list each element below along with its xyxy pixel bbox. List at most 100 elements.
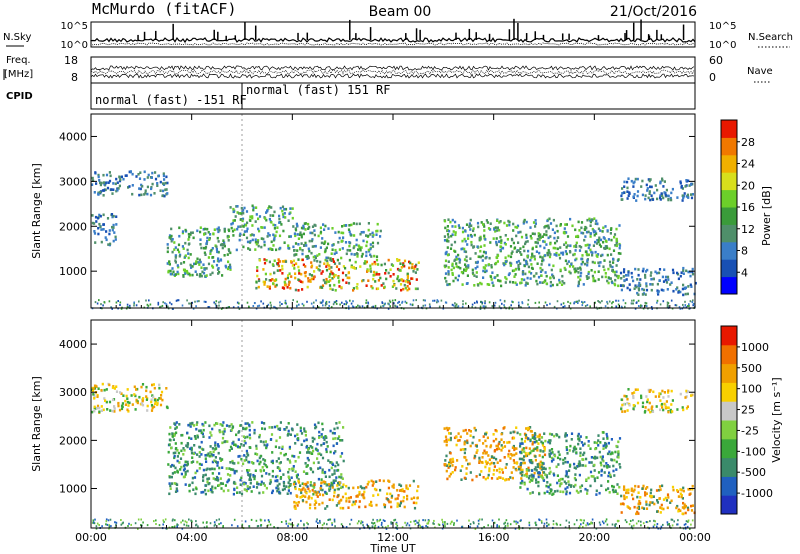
scatter-cell xyxy=(334,231,337,234)
ground-scatter-cell xyxy=(642,522,645,525)
ground-scatter-cell xyxy=(162,519,165,522)
scatter-cell xyxy=(493,456,496,460)
scatter-cell xyxy=(511,454,514,457)
scatter-cell xyxy=(154,177,158,181)
scatter-cell xyxy=(252,208,255,212)
ground-scatter-cell xyxy=(346,301,348,304)
scatter-cell xyxy=(324,249,327,253)
scatter-cell xyxy=(625,491,628,495)
scatter-cell xyxy=(347,281,351,285)
scatter-cell xyxy=(312,276,315,279)
scatter-cell xyxy=(122,394,125,397)
ground-scatter-cell xyxy=(469,525,471,528)
scatter-cell xyxy=(485,462,488,466)
scatter-cell xyxy=(543,233,546,236)
ground-scatter-cell xyxy=(433,299,436,302)
scatter-cell xyxy=(387,271,390,275)
scatter-cell xyxy=(329,461,332,464)
scatter-cell xyxy=(583,451,586,455)
scatter-cell xyxy=(508,272,511,275)
scatter-cell xyxy=(670,191,673,195)
scatter-cell xyxy=(574,473,577,476)
scatter-cell xyxy=(168,438,171,442)
scatter-cell xyxy=(279,451,282,455)
scatter-cell xyxy=(493,465,496,468)
scatter-cell xyxy=(505,463,508,466)
scatter-cell xyxy=(242,225,245,228)
scatter-cell xyxy=(550,268,553,272)
scatter-cell xyxy=(477,284,480,287)
scatter-cell xyxy=(184,470,187,474)
ground-scatter-cell xyxy=(582,522,585,525)
scatter-cell xyxy=(356,283,359,286)
ground-scatter-cell xyxy=(555,522,558,525)
scatter-cell xyxy=(235,469,238,473)
scatter-cell xyxy=(262,237,265,241)
scatter-cell xyxy=(303,222,306,225)
scatter-cell xyxy=(172,451,175,455)
scatter-cell xyxy=(296,504,299,507)
scatter-cell xyxy=(278,259,281,263)
scatter-cell xyxy=(450,243,453,247)
scatter-cell xyxy=(404,280,408,283)
scatter-cell xyxy=(521,442,524,445)
scatter-cell xyxy=(456,257,459,261)
scatter-cell xyxy=(223,430,226,433)
scatter-cell xyxy=(517,259,520,263)
scatter-cell xyxy=(451,471,454,474)
scatter-cell xyxy=(291,454,294,458)
ground-scatter-cell xyxy=(545,518,548,521)
scatter-cell xyxy=(448,427,451,430)
scatter-cell xyxy=(138,177,142,180)
scatter-cell xyxy=(664,275,668,279)
scatter-cell xyxy=(275,230,278,234)
scatter-cell xyxy=(447,240,450,243)
ground-scatter-cell xyxy=(371,306,373,309)
scatter-cell xyxy=(218,429,221,432)
scatter-cell xyxy=(467,237,470,240)
scatter-cell xyxy=(628,288,632,292)
scatter-cell xyxy=(159,397,162,400)
ground-scatter-cell xyxy=(310,302,313,305)
scatter-cell xyxy=(483,225,486,228)
ground-scatter-cell xyxy=(583,519,585,522)
scatter-cell xyxy=(539,255,542,259)
ground-scatter-cell xyxy=(94,518,96,521)
ground-scatter-cell xyxy=(157,301,160,304)
scatter-cell xyxy=(200,453,203,456)
scatter-cell xyxy=(525,436,528,439)
ground-scatter-cell xyxy=(303,523,305,526)
scatter-cell xyxy=(536,435,539,438)
scatter-cell xyxy=(328,267,331,270)
scatter-cell xyxy=(621,284,625,287)
scatter-cell xyxy=(530,430,533,433)
ground-scatter-cell xyxy=(268,520,270,523)
velocity-cbar-label: Velocity [m s⁻¹] xyxy=(770,377,783,462)
scatter-cell xyxy=(297,278,300,281)
ground-scatter-cell xyxy=(452,304,455,307)
scatter-cell xyxy=(465,472,468,475)
scatter-cell xyxy=(539,460,542,464)
scatter-cell xyxy=(376,229,379,233)
scatter-cell xyxy=(335,476,338,479)
ground-scatter-cell xyxy=(424,519,427,522)
scatter-cell xyxy=(174,466,177,470)
ground-scatter-cell xyxy=(469,523,472,526)
scatter-cell xyxy=(286,434,289,437)
scatter-cell xyxy=(535,469,538,472)
scatter-cell xyxy=(625,395,628,398)
scatter-cell xyxy=(248,473,251,477)
ground-scatter-cell xyxy=(359,527,361,530)
scatter-cell xyxy=(656,510,659,513)
scatter-cell xyxy=(537,442,540,445)
scatter-cell xyxy=(638,281,641,285)
ground-scatter-cell xyxy=(545,525,548,528)
scatter-cell xyxy=(179,468,182,471)
scatter-cell xyxy=(558,484,562,488)
ground-scatter-cell xyxy=(679,307,682,310)
scatter-cell xyxy=(451,218,454,222)
scatter-cell xyxy=(448,475,451,478)
scatter-cell xyxy=(284,277,287,281)
scatter-cell xyxy=(479,281,482,285)
scatter-cell xyxy=(331,431,334,435)
